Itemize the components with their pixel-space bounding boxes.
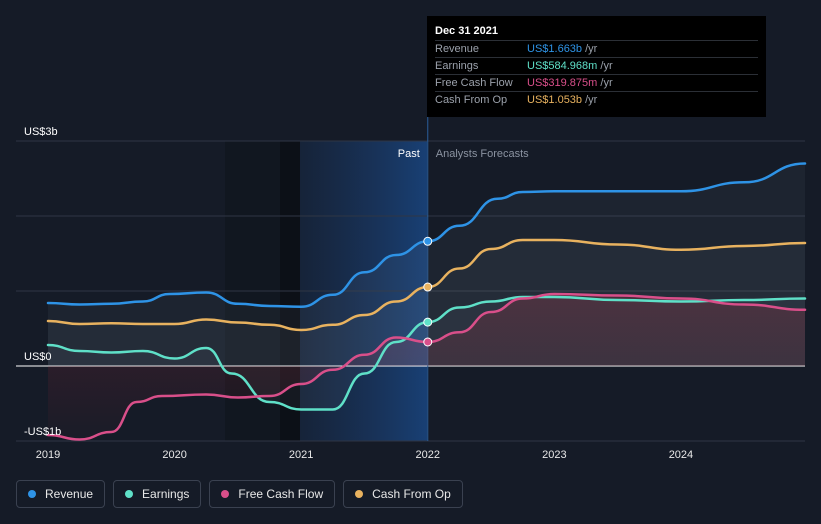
y-tick-label: -US$1b	[24, 426, 61, 438]
legend-item-cash-from-op[interactable]: Cash From Op	[343, 480, 463, 508]
fcf-marker	[423, 337, 433, 347]
past-label: Past	[398, 148, 420, 160]
x-tick-label: 2020	[162, 449, 186, 461]
legend-item-revenue[interactable]: Revenue	[16, 480, 106, 508]
dot-icon	[355, 490, 364, 498]
earnings-marker	[423, 317, 433, 327]
tooltip-value: US$319.875m	[527, 77, 598, 89]
tooltip-label: Cash From Op	[435, 94, 508, 106]
forecast-label: Analysts Forecasts	[436, 148, 529, 160]
fcf-line	[46, 292, 807, 441]
fcf-area	[48, 294, 805, 440]
tooltip-row-revenue: Revenue US$1.663b /yr	[435, 40, 758, 58]
y-tick-label: US$0	[24, 351, 52, 363]
legend-label: Free Cash Flow	[238, 487, 324, 501]
legend-item-earnings[interactable]: Earnings	[113, 480, 202, 508]
tooltip-unit: /yr	[582, 94, 598, 106]
dot-icon	[125, 490, 134, 498]
tooltip-unit: /yr	[597, 77, 613, 89]
tooltip-row-earnings: Earnings US$584.968m /yr	[435, 57, 758, 75]
legend-label: Cash From Op	[372, 487, 451, 501]
dot-icon	[28, 490, 36, 498]
y-tick-label: US$3b	[24, 126, 58, 138]
x-tick-label: 2022	[416, 449, 440, 461]
tooltip-label: Revenue	[435, 43, 480, 55]
tooltip: Dec 31 2021 Revenue US$1.663b /yr Earnin…	[427, 16, 766, 117]
legend-label: Earnings	[142, 487, 190, 501]
tooltip-value: US$1.663b	[527, 43, 583, 55]
legend-label: Revenue	[45, 487, 94, 501]
tooltip-label: Free Cash Flow	[435, 77, 513, 89]
revenue-line	[46, 162, 807, 309]
x-tick-label: 2023	[542, 449, 566, 461]
tooltip-date: Dec 31 2021	[435, 25, 498, 37]
x-tick-label: 2019	[36, 449, 60, 461]
legend: Revenue Earnings Free Cash Flow Cash Fro…	[16, 480, 463, 510]
earnings-line	[46, 295, 807, 411]
legend-item-free-cash-flow[interactable]: Free Cash Flow	[209, 480, 336, 508]
tooltip-row-cfo: Cash From Op US$1.053b /yr	[435, 91, 758, 109]
revenue-marker	[423, 236, 433, 246]
cfo-area	[48, 240, 805, 366]
tooltip-value: US$1.053b	[527, 94, 583, 106]
tooltip-unit: /yr	[582, 43, 598, 55]
cfo-marker	[423, 282, 433, 292]
x-tick-label: 2021	[289, 449, 313, 461]
dot-icon	[221, 490, 230, 498]
x-tick-label: 2024	[669, 449, 693, 461]
tooltip-row-fcf: Free Cash Flow US$319.875m /yr	[435, 74, 758, 92]
tooltip-label: Earnings	[435, 60, 479, 72]
tooltip-unit: /yr	[597, 60, 613, 72]
tooltip-value: US$584.968m	[527, 60, 598, 72]
cfo-line	[46, 238, 807, 332]
